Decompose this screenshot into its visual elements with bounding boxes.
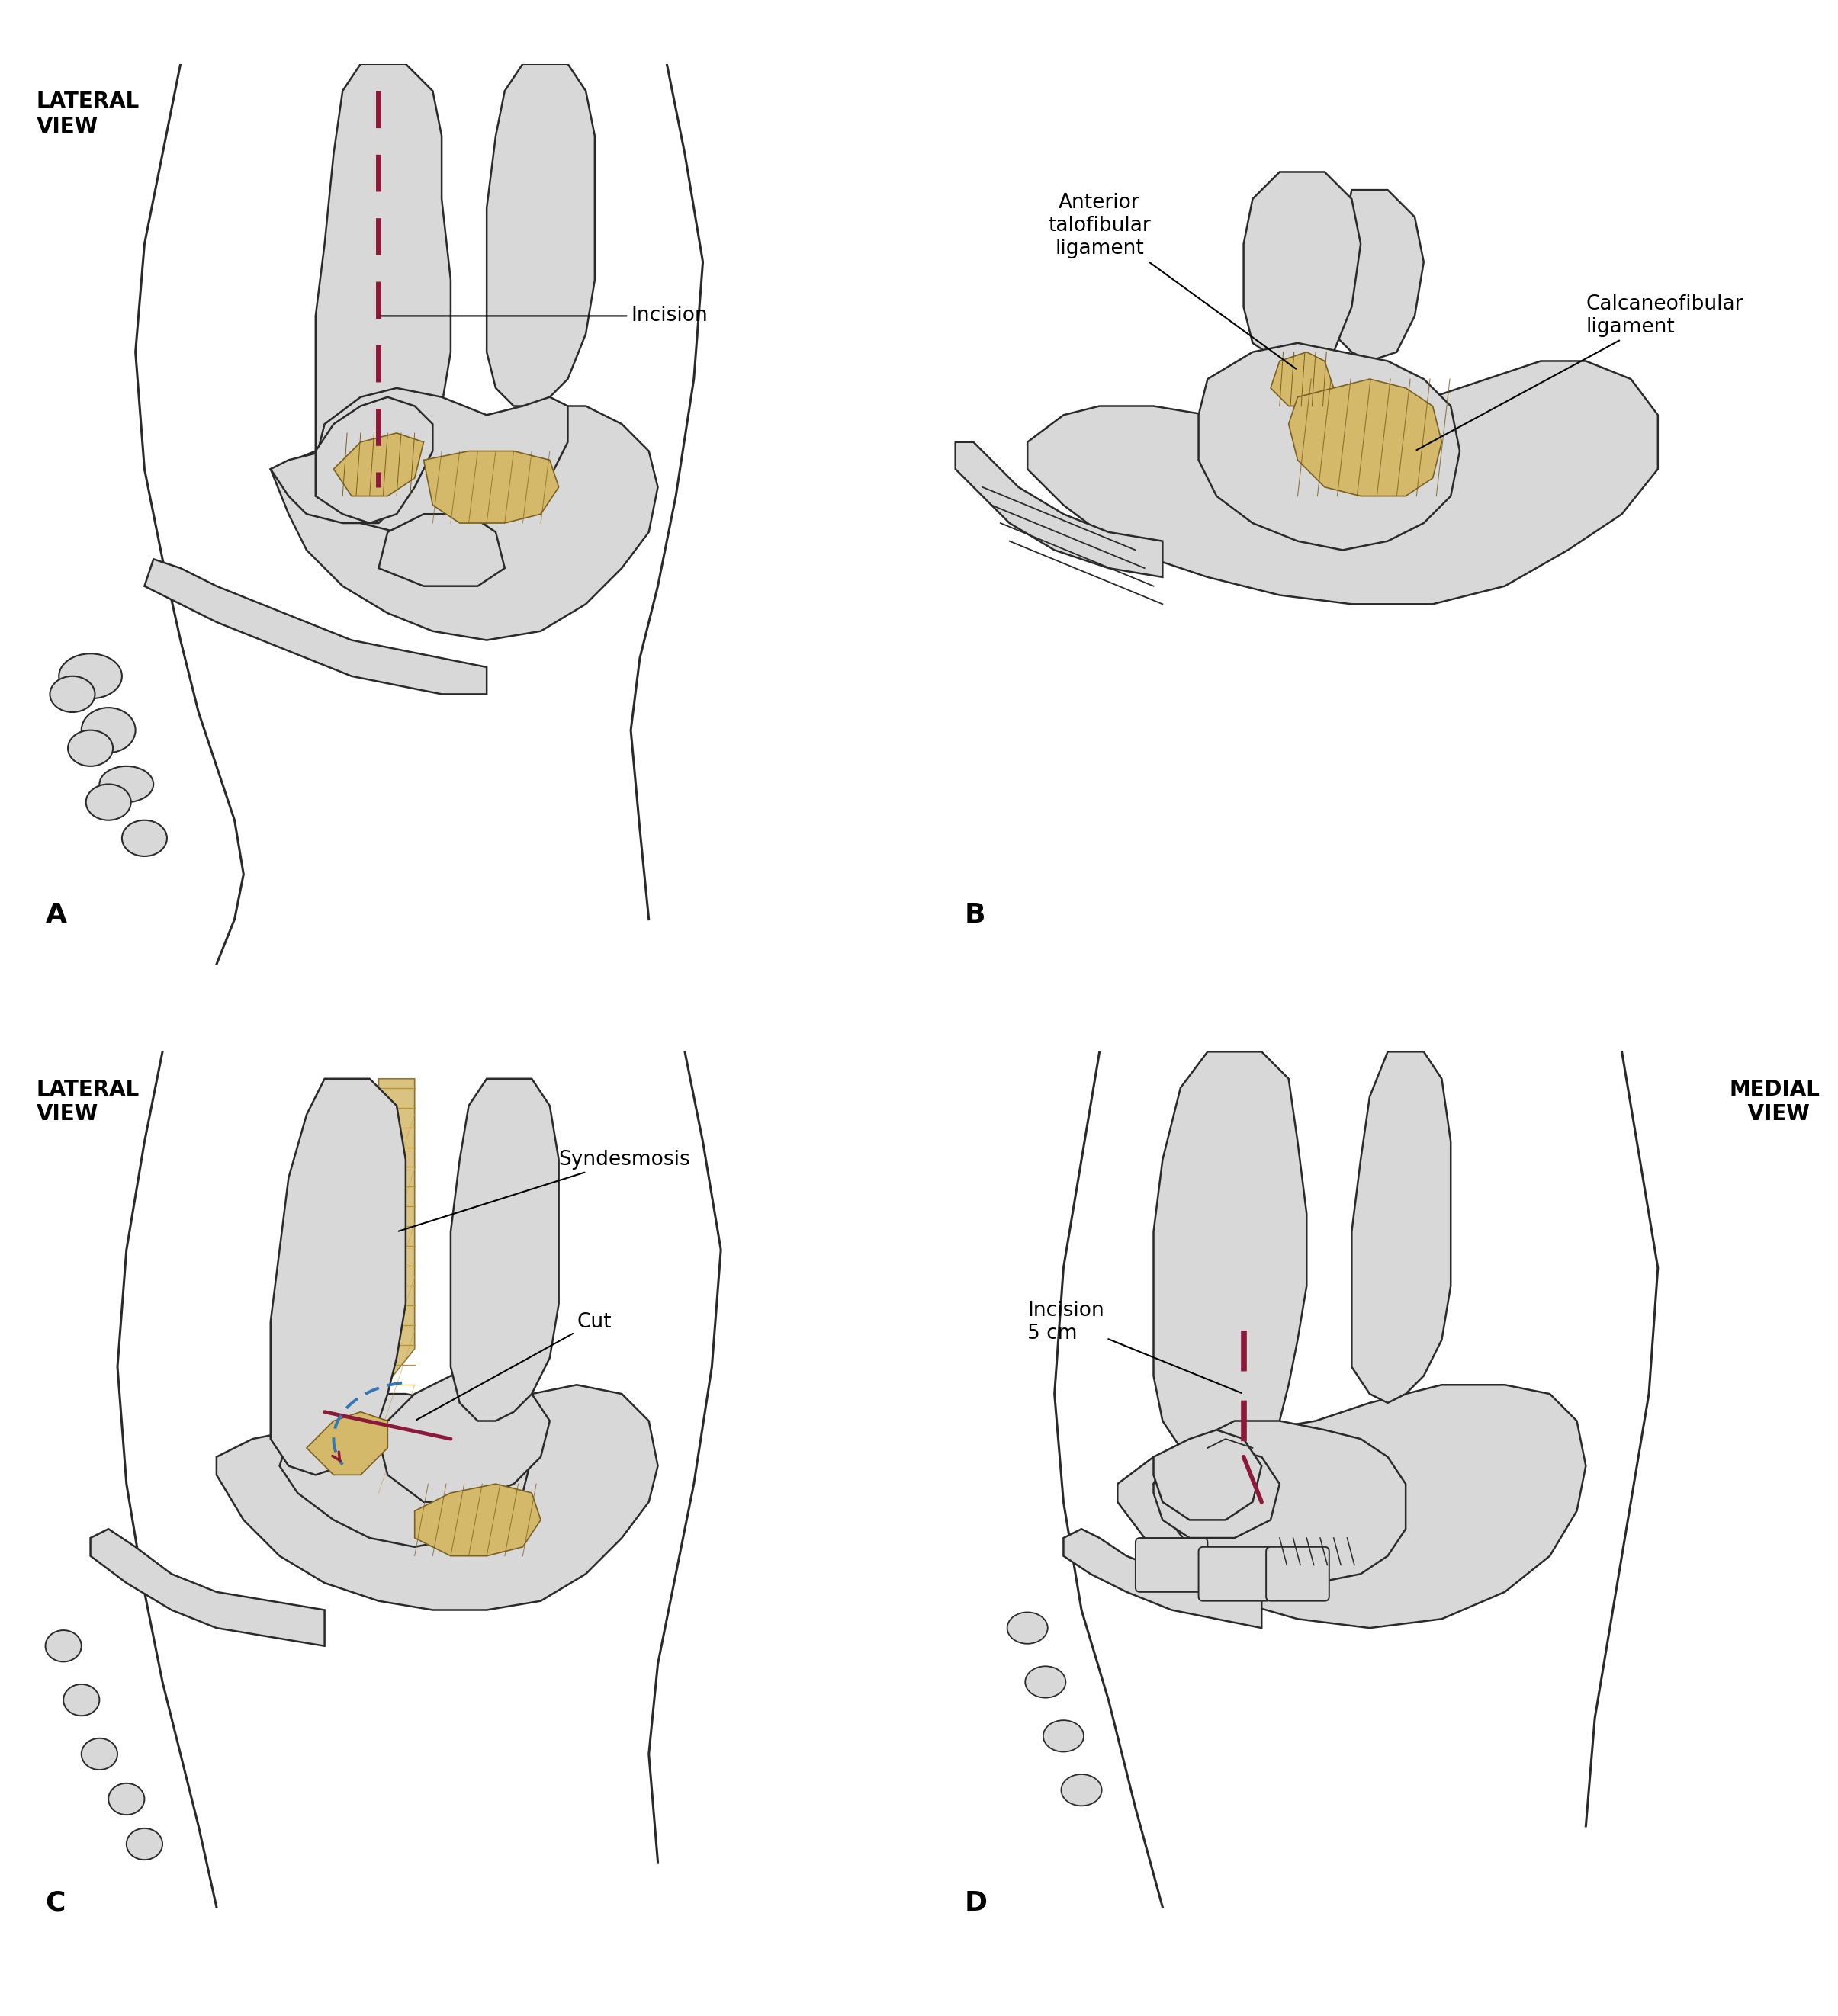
Polygon shape [1154, 1421, 1406, 1583]
Polygon shape [1118, 1385, 1586, 1629]
Ellipse shape [99, 766, 154, 802]
Ellipse shape [46, 1631, 81, 1661]
Polygon shape [145, 558, 487, 694]
Polygon shape [425, 452, 559, 522]
Text: A: A [46, 903, 66, 927]
Ellipse shape [108, 1784, 145, 1814]
Polygon shape [217, 1385, 658, 1611]
Polygon shape [307, 1411, 388, 1476]
Text: C: C [46, 1891, 66, 1915]
Polygon shape [1334, 190, 1424, 361]
Ellipse shape [1044, 1720, 1084, 1752]
Ellipse shape [68, 730, 112, 766]
Text: MEDIAL
 VIEW: MEDIAL VIEW [1730, 1079, 1820, 1125]
Polygon shape [335, 433, 425, 496]
Polygon shape [450, 1079, 559, 1421]
Polygon shape [1064, 1528, 1261, 1629]
Ellipse shape [62, 1683, 99, 1716]
Polygon shape [270, 405, 658, 641]
Polygon shape [379, 1375, 550, 1502]
Text: LATERAL
VIEW: LATERAL VIEW [37, 1079, 140, 1125]
Text: Incision: Incision [380, 306, 708, 327]
Ellipse shape [81, 708, 136, 752]
Text: LATERAL
VIEW: LATERAL VIEW [37, 91, 140, 137]
Polygon shape [279, 1393, 531, 1546]
Text: Calcaneofibular
ligament: Calcaneofibular ligament [1417, 294, 1742, 450]
Polygon shape [316, 65, 450, 522]
Ellipse shape [81, 1738, 118, 1770]
Polygon shape [415, 1484, 540, 1556]
Text: Anterior
talofibular
ligament: Anterior talofibular ligament [1048, 194, 1296, 369]
Polygon shape [379, 514, 505, 587]
Polygon shape [379, 1079, 415, 1393]
Ellipse shape [1061, 1774, 1101, 1806]
FancyBboxPatch shape [1198, 1546, 1270, 1601]
Polygon shape [1154, 1429, 1261, 1520]
Polygon shape [1244, 171, 1360, 371]
Ellipse shape [1026, 1667, 1066, 1697]
FancyBboxPatch shape [1136, 1538, 1208, 1593]
Polygon shape [1351, 1052, 1450, 1403]
Text: Syndesmosis: Syndesmosis [399, 1149, 691, 1232]
Polygon shape [1027, 361, 1658, 605]
Ellipse shape [121, 821, 167, 857]
Polygon shape [270, 1079, 406, 1476]
Polygon shape [270, 452, 397, 522]
Text: D: D [965, 1891, 987, 1915]
Ellipse shape [1007, 1613, 1048, 1643]
Polygon shape [487, 65, 596, 405]
Polygon shape [1154, 1052, 1307, 1466]
Ellipse shape [59, 653, 121, 700]
Text: B: B [965, 903, 985, 927]
Polygon shape [1288, 379, 1441, 496]
FancyBboxPatch shape [1266, 1546, 1329, 1601]
Polygon shape [316, 387, 568, 532]
Polygon shape [316, 397, 432, 522]
Polygon shape [1198, 343, 1459, 550]
Text: Cut: Cut [417, 1312, 612, 1419]
Polygon shape [1154, 1447, 1279, 1538]
Polygon shape [956, 442, 1162, 577]
Ellipse shape [127, 1829, 162, 1861]
Ellipse shape [50, 675, 96, 712]
Ellipse shape [86, 784, 130, 821]
Polygon shape [90, 1528, 325, 1645]
Polygon shape [1270, 353, 1334, 405]
Text: Incision
5 cm: Incision 5 cm [1027, 1300, 1242, 1393]
